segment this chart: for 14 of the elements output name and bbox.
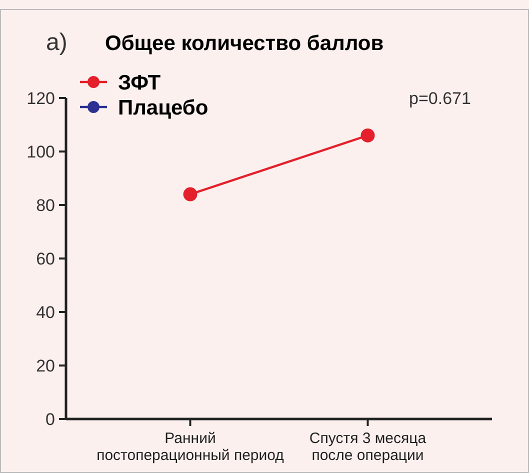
text: а) xyxy=(46,29,68,56)
y-tick-label: 120 xyxy=(26,88,55,108)
y-tick-label: 60 xyxy=(36,249,55,268)
y-tick-label: 20 xyxy=(36,356,55,376)
y-tick-label: 80 xyxy=(36,196,55,215)
y-tick-label: 40 xyxy=(36,302,55,322)
y-tick-label: 0 xyxy=(46,410,55,429)
annotation: p=0.671 xyxy=(409,89,471,108)
x-tick-label: Спустя 3 месяца после операции xyxy=(309,430,427,464)
legend-label: Плацебо xyxy=(118,96,208,120)
chart-title: Общее количество баллов xyxy=(105,32,384,55)
x-tick-label: Ранний постоперационный период xyxy=(96,430,284,464)
legend-label: ЗФТ xyxy=(118,71,161,94)
y-tick-label: 100 xyxy=(26,142,55,162)
